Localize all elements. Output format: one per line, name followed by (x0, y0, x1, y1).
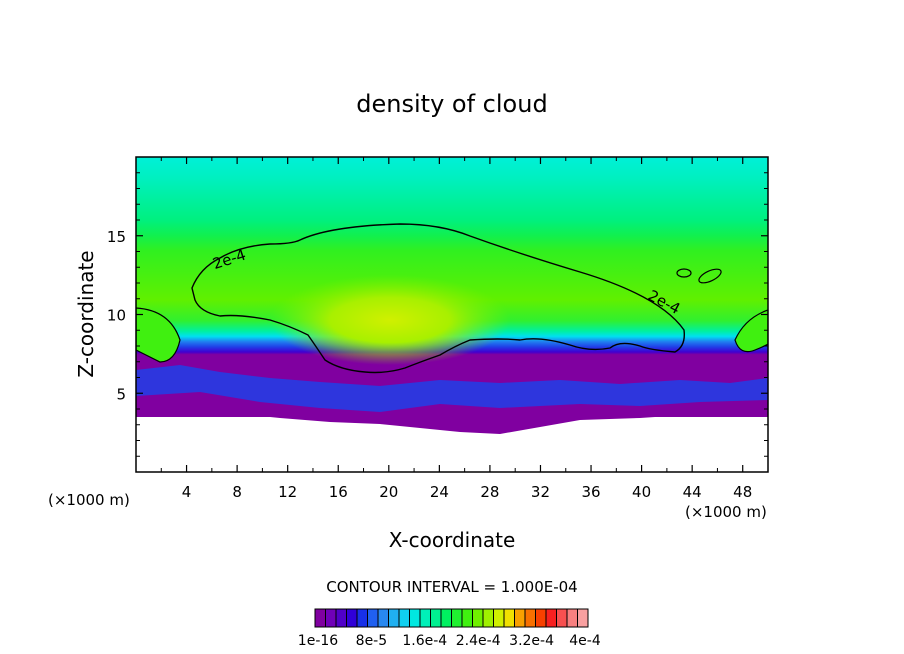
colorbar-label: 1e-16 (298, 633, 338, 649)
colorbar-swatch (346, 608, 358, 628)
y-tick-label: 5 (116, 385, 126, 403)
colorbar-swatch (367, 608, 379, 628)
colorbar-label: 8e-5 (356, 633, 387, 649)
colorbar-swatch (451, 608, 463, 628)
colorbar-swatch (325, 608, 337, 628)
colorbar-swatch (566, 608, 578, 628)
colorbar-swatch (461, 608, 473, 628)
x-tick-label: 16 (329, 483, 348, 501)
x-axis-unit: (×1000 m) (48, 491, 130, 509)
x-axis-label: X-coordinate (389, 528, 516, 552)
x-tick-label: 40 (632, 483, 651, 501)
colorbar-swatch (472, 608, 484, 628)
colorbar-swatch (356, 608, 368, 628)
contour-island-1 (676, 268, 692, 278)
contour-island-2 (698, 268, 722, 284)
contour-interval: CONTOUR INTERVAL = 1.000E-04 (326, 578, 577, 596)
x-tick-label: 36 (581, 483, 600, 501)
x-tick-label: 12 (278, 483, 297, 501)
colorbar-swatch (377, 608, 389, 628)
x-tick-label: 28 (480, 483, 499, 501)
field-blue-band (136, 365, 768, 412)
chart-title: density of cloud (356, 90, 547, 118)
x-tick-label: 8 (232, 483, 242, 501)
colorbar-swatch (388, 608, 400, 628)
colorbar-swatch (335, 608, 347, 628)
colorbar-swatch (482, 608, 494, 628)
x-tick-label: 24 (430, 483, 449, 501)
colorbar-swatch (524, 608, 536, 628)
colorbar-swatch (577, 608, 589, 628)
x-tick-label: 32 (531, 483, 550, 501)
colorbar-label: 2.4e-4 (456, 633, 501, 649)
plot-area (136, 157, 768, 472)
x-tick-label: 44 (683, 483, 702, 501)
colorbar-label: 3.2e-4 (509, 633, 554, 649)
colorbar-swatch (430, 608, 442, 628)
colorbar-swatch (556, 608, 568, 628)
field-purple-band (136, 388, 768, 434)
colorbar-swatch (314, 608, 326, 628)
colorbar-label: 4e-4 (569, 633, 601, 649)
colorbar-swatch (419, 608, 431, 628)
colorbar-swatch (398, 608, 410, 628)
y-tick-label: 10 (107, 307, 126, 325)
colorbar-swatch (409, 608, 421, 628)
colorbar-swatch (545, 608, 557, 628)
colorbar-swatch (535, 608, 547, 628)
colorbar: 1e-16 8e-5 1.6e-4 2.4e-4 3.2e-4 4e-4 (298, 608, 601, 649)
field-core (270, 275, 510, 365)
x-tick-label: 20 (379, 483, 398, 501)
y-axis-unit: (×1000 m) (685, 503, 767, 521)
x-tick-label: 48 (733, 483, 752, 501)
left-edge-plume (136, 307, 181, 363)
x-tick-label: 4 (182, 483, 192, 501)
y-tick-label: 15 (107, 228, 126, 246)
colorbar-swatch (514, 608, 526, 628)
colorbar-label: 1.6e-4 (402, 633, 447, 649)
contour-2e-4 (191, 223, 685, 374)
colorbar-swatch (503, 608, 515, 628)
colorbar-swatch (440, 608, 452, 628)
colorbar-swatch (493, 608, 505, 628)
y-axis-label: Z-coordinate (74, 250, 98, 377)
